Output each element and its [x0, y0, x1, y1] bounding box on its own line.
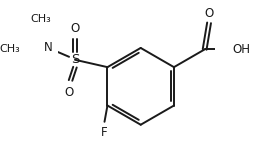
Text: F: F: [101, 126, 108, 139]
Text: N: N: [44, 41, 53, 54]
Text: O: O: [64, 86, 74, 99]
Text: CH₃: CH₃: [0, 44, 20, 54]
Text: OH: OH: [232, 43, 250, 56]
Text: O: O: [70, 22, 79, 35]
Text: CH₃: CH₃: [31, 14, 51, 24]
Text: O: O: [204, 7, 214, 20]
Text: S: S: [71, 53, 79, 66]
